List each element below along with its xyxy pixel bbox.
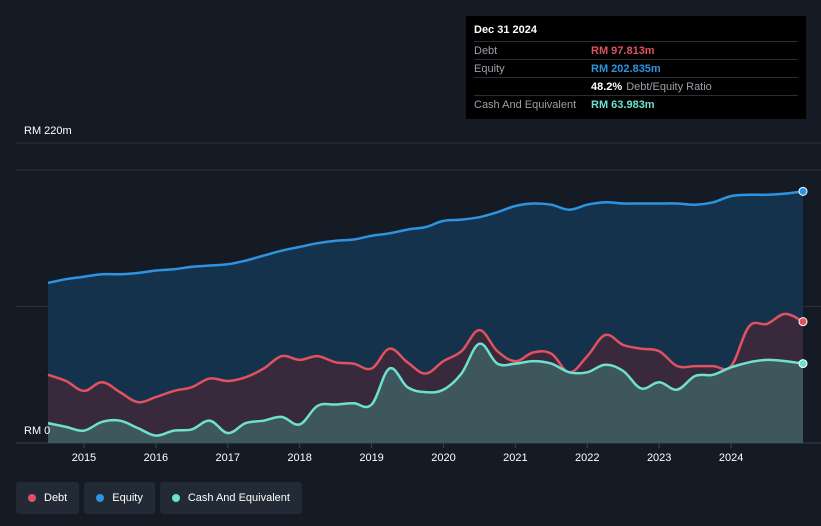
cash-dot-icon <box>171 494 180 502</box>
tooltip-ratio-value: 48.2% <box>591 80 623 93</box>
x-tick-label-2022: 2022 <box>575 452 599 464</box>
legend-item-debt[interactable]: Debt <box>16 482 80 514</box>
x-tick-label-2015: 2015 <box>72 452 96 464</box>
equity-end-marker <box>798 186 808 196</box>
x-tick-label-2019: 2019 <box>359 452 383 464</box>
legend-item-equity[interactable]: Equity <box>84 482 155 514</box>
debt-end-marker <box>798 317 808 327</box>
tooltip-equity-row: Equity RM 202.835m <box>474 59 798 77</box>
x-tick-label-2021: 2021 <box>503 452 527 464</box>
legend-debt-label: Debt <box>44 492 68 504</box>
equity-line <box>47 190 804 285</box>
tooltip-equity-value: RM 202.835m <box>591 62 661 75</box>
tooltip-debt-value: RM 97.813m <box>591 44 655 57</box>
tooltip-cash-value: RM 63.983m <box>591 98 655 111</box>
x-tick-label-2017: 2017 <box>216 452 240 464</box>
legend-cash-label: Cash And Equivalent <box>187 492 290 504</box>
x-tick-label-2016: 2016 <box>144 452 168 464</box>
tooltip-ratio-label: Debt/Equity Ratio <box>626 80 712 93</box>
area-layer <box>48 191 803 443</box>
y-axis-top-label: RM 220m <box>24 125 72 137</box>
line-layer <box>47 190 804 437</box>
debt-dot-icon <box>28 494 36 502</box>
x-tick-label-2024: 2024 <box>719 452 743 464</box>
tooltip-debt-row: Debt RM 97.813m <box>474 41 798 59</box>
tooltip: Dec 31 2024 Debt RM 97.813m Equity RM 20… <box>466 16 806 119</box>
tooltip-cash-label: Cash And Equivalent <box>474 98 577 111</box>
tooltip-ratio-row: 48.2% Debt/Equity Ratio <box>474 77 798 95</box>
tooltip-equity-label: Equity <box>474 62 505 75</box>
y-axis-bottom-label: RM 0 <box>24 425 51 437</box>
legend: Debt Equity Cash And Equivalent <box>16 482 302 514</box>
cash-end-marker <box>798 359 808 369</box>
tooltip-cash-row: Cash And Equivalent RM 63.983m <box>474 95 798 113</box>
debt-line <box>47 312 804 404</box>
cash-line <box>47 342 804 437</box>
x-tick-label-2020: 2020 <box>431 452 455 464</box>
x-axis-ticks: 2015 2016 2017 2018 2019 2020 2021 2022 2023 2024 <box>72 443 743 464</box>
tooltip-debt-label: Debt <box>474 44 498 57</box>
legend-equity-label: Equity <box>112 492 143 504</box>
legend-item-cash[interactable]: Cash And Equivalent <box>159 482 302 514</box>
x-tick-label-2018: 2018 <box>287 452 311 464</box>
x-tick-label-2023: 2023 <box>647 452 671 464</box>
tooltip-date: Dec 31 2024 <box>474 24 537 36</box>
equity-dot-icon <box>96 494 105 502</box>
end-markers <box>798 186 808 369</box>
